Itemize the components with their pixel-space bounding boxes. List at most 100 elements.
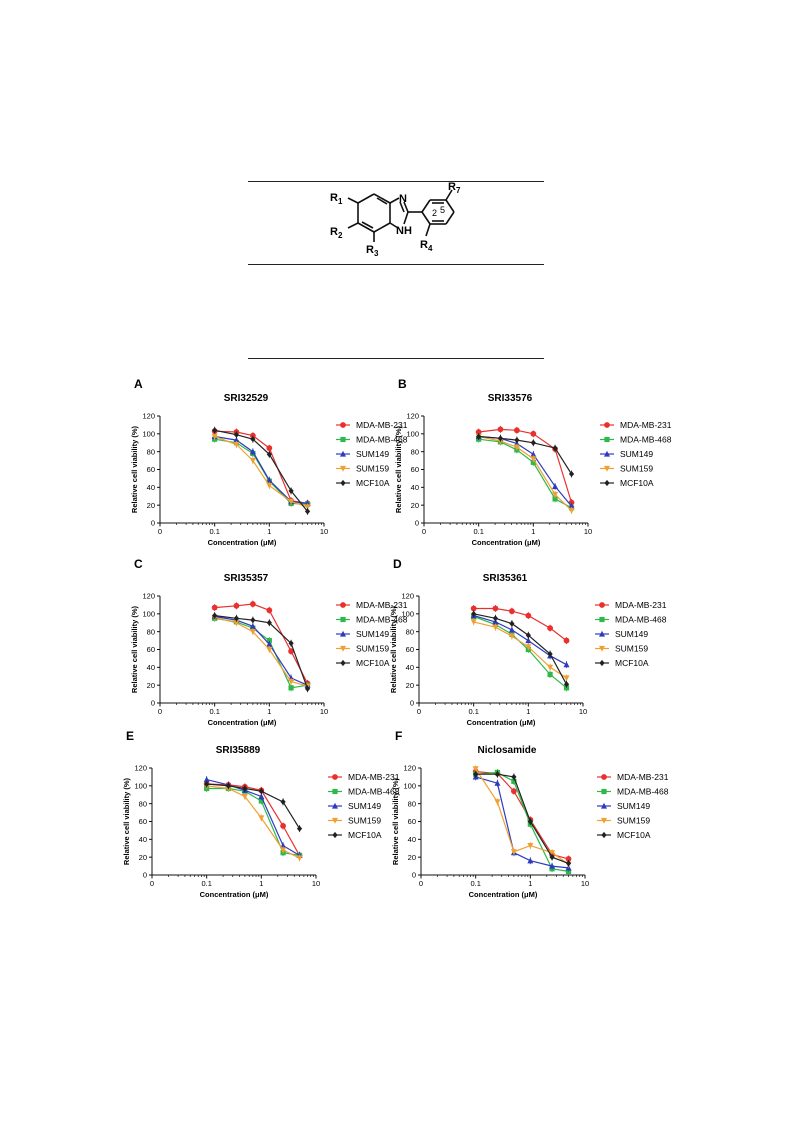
legend-marker-mcf10a bbox=[604, 479, 610, 487]
data-point-sum149 bbox=[549, 862, 556, 869]
data-point-mcf10a bbox=[492, 615, 499, 622]
y-tick-label: 0 bbox=[410, 699, 414, 708]
y-tick-label: 100 bbox=[142, 430, 155, 439]
legend-item-sum159: SUM159 bbox=[620, 464, 653, 474]
x-tick-label: 0.1 bbox=[209, 707, 219, 716]
data-point-sum159 bbox=[547, 664, 554, 671]
data-point-sum159 bbox=[527, 842, 534, 849]
data-point-sum159 bbox=[296, 855, 303, 862]
data-point-sum149 bbox=[266, 477, 273, 483]
data-point-sum149 bbox=[530, 451, 537, 457]
r7-label: R7 bbox=[448, 182, 461, 195]
y-tick-label: 80 bbox=[408, 799, 416, 808]
data-point-sum159 bbox=[233, 620, 240, 626]
series-line-sum149 bbox=[478, 435, 572, 507]
data-point-sum159 bbox=[508, 633, 515, 640]
data-point-mda-mb-231 bbox=[508, 608, 515, 615]
legend-marker-sum159 bbox=[604, 465, 610, 472]
data-point-mda-mb-468 bbox=[530, 459, 536, 465]
y-tick-label: 20 bbox=[406, 681, 414, 690]
legend-marker-mda-mb-231 bbox=[340, 422, 346, 428]
data-point-mda-mb-231 bbox=[249, 432, 256, 439]
y-axis-label: Relative cell viability (%) bbox=[122, 777, 131, 865]
data-point-mda-mb-468 bbox=[547, 671, 553, 678]
data-point-mcf10a bbox=[304, 508, 311, 515]
data-point-sum149 bbox=[258, 793, 265, 800]
data-point-sum149 bbox=[266, 640, 273, 647]
y-axis-label: Relative cell viability (%) bbox=[389, 605, 398, 693]
series-line-sum159 bbox=[214, 616, 308, 687]
data-point-sum149 bbox=[568, 502, 575, 509]
chart-title: SRI33576 bbox=[488, 393, 533, 404]
legend-item-sum149: SUM149 bbox=[617, 801, 650, 811]
data-point-sum159 bbox=[513, 444, 520, 451]
panel-b: B SRI33576 0 20 40 60 80 100 120 0 0.1 1 10 Concentra… bbox=[388, 377, 688, 558]
y-tick-label: 60 bbox=[139, 817, 147, 826]
panel-letter: E bbox=[126, 729, 134, 743]
y-tick-label: 120 bbox=[401, 592, 414, 601]
data-point-sum159 bbox=[266, 646, 273, 653]
y-tick-label: 120 bbox=[142, 592, 155, 601]
data-point-sum159 bbox=[288, 679, 295, 685]
chart-title: SRI35361 bbox=[483, 573, 528, 584]
chart-title: SRI35357 bbox=[224, 573, 269, 584]
data-point-sum159 bbox=[552, 491, 559, 498]
y-tick-label: 60 bbox=[147, 465, 155, 474]
x-tick-label: 10 bbox=[320, 527, 328, 536]
x-tick-label: 10 bbox=[312, 879, 320, 888]
legend-marker-sum149 bbox=[332, 802, 338, 809]
chart-svg-sri33576: B SRI33576 0 20 40 60 80 100 120 0 0.1 1 10 Concentra… bbox=[394, 377, 672, 547]
data-point-sum159 bbox=[494, 799, 501, 806]
legend-item-sum159: SUM159 bbox=[617, 816, 650, 826]
x-tick-label: 0.1 bbox=[209, 527, 219, 536]
data-point-mda-mb-231 bbox=[530, 430, 537, 437]
data-point-sum159 bbox=[492, 624, 499, 631]
structure-figure: R1 R2 R3 R4 R7 N NH 2 5 bbox=[248, 178, 544, 362]
legend-item-mda-mb-231: MDA-MB-231 bbox=[348, 772, 400, 782]
data-point-mcf10a bbox=[509, 620, 515, 627]
data-point-mda-mb-231 bbox=[492, 605, 499, 612]
r2-label: R2 bbox=[330, 226, 343, 240]
data-point-mda-mb-468 bbox=[552, 496, 558, 502]
data-point-mda-mb-468 bbox=[266, 637, 272, 644]
y-tick-label: 80 bbox=[147, 627, 155, 636]
panel-letter: B bbox=[398, 377, 407, 391]
y-tick-label: 80 bbox=[139, 799, 147, 808]
y-tick-label: 80 bbox=[411, 447, 419, 456]
series-sum159 bbox=[211, 433, 311, 511]
data-point-mcf10a bbox=[266, 619, 272, 626]
chart-svg-sri32529: A SRI32529 0 20 40 60 80 100 120 0 0.1 1 10 Concentra… bbox=[130, 377, 408, 547]
data-point-sum159 bbox=[249, 629, 256, 635]
legend-marker-mda-mb-231 bbox=[340, 602, 346, 608]
table-bottom-rule bbox=[248, 358, 544, 359]
y-tick-label: 120 bbox=[134, 764, 147, 773]
x-axis-label: Concentration (μM) bbox=[200, 890, 269, 899]
data-point-sum159 bbox=[510, 849, 517, 856]
y-tick-label: 20 bbox=[411, 501, 419, 510]
x-tick-label: 0 bbox=[158, 527, 162, 536]
data-point-mcf10a bbox=[212, 427, 218, 434]
y-tick-label: 40 bbox=[139, 835, 147, 844]
legend-marker-mda-mb-231 bbox=[332, 774, 338, 780]
data-point-sum159 bbox=[549, 850, 556, 856]
x-tick-label: 10 bbox=[581, 879, 589, 888]
legend-marker-mcf10a bbox=[340, 659, 346, 667]
data-point-mcf10a bbox=[565, 860, 572, 867]
panel-letter: C bbox=[134, 557, 143, 571]
series-line-sum159 bbox=[473, 621, 567, 679]
legend-marker-mcf10a bbox=[599, 659, 605, 667]
data-point-mda-mb-231 bbox=[565, 856, 572, 862]
y-tick-label: 40 bbox=[411, 483, 419, 492]
legend-item-mcf10a: MCF10A bbox=[617, 830, 651, 840]
y-tick-label: 100 bbox=[134, 782, 147, 791]
panel-letter: A bbox=[134, 377, 143, 391]
panel-f: F Niclosamide 0 20 40 60 80 100 120 0 0.1 1 10 Concen… bbox=[385, 729, 685, 910]
data-point-sum159 bbox=[233, 441, 240, 448]
legend-item-sum149: SUM149 bbox=[356, 629, 389, 639]
imidazole-nh-label: NH bbox=[396, 225, 412, 237]
series-mcf10a bbox=[476, 433, 575, 478]
legend-marker-mda-mb-468 bbox=[340, 616, 346, 623]
data-point-sum159 bbox=[249, 457, 256, 464]
series-sum159 bbox=[470, 618, 570, 682]
y-tick-label: 20 bbox=[147, 681, 155, 690]
